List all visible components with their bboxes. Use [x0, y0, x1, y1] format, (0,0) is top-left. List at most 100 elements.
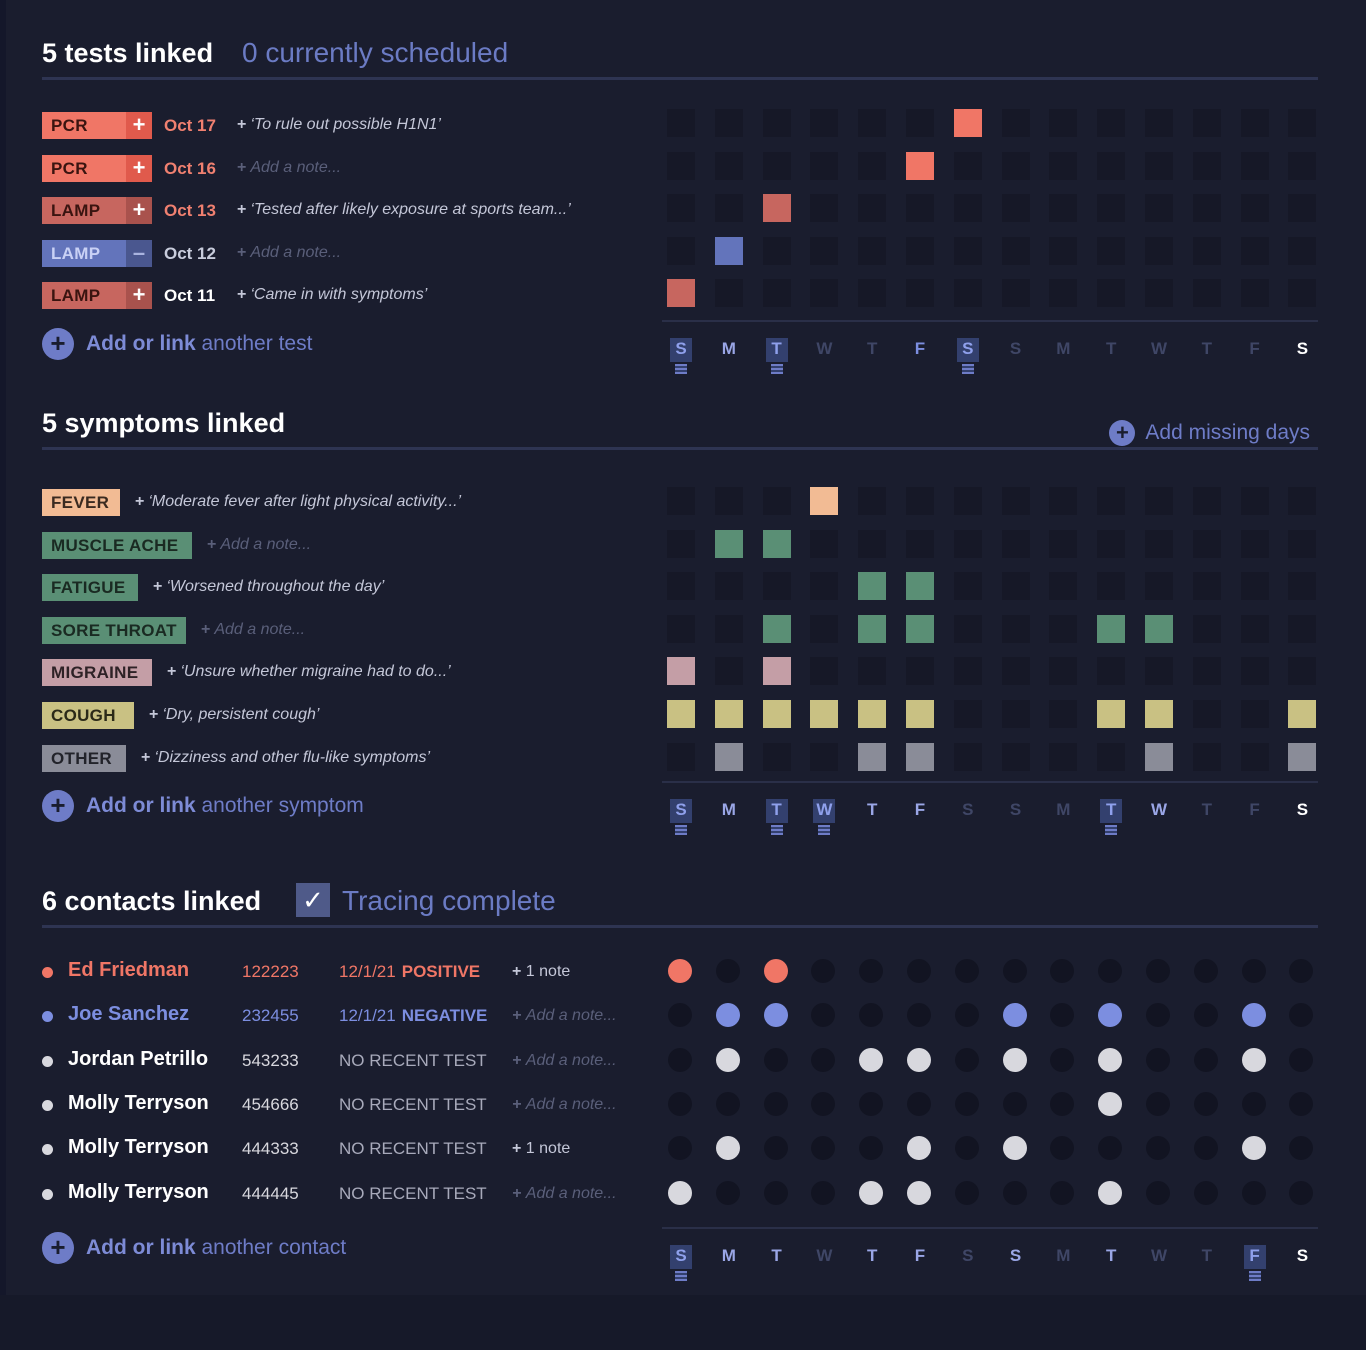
- day-label[interactable]: S: [1009, 800, 1022, 819]
- day-cell[interactable]: [1145, 614, 1173, 643]
- day-cell[interactable]: [1097, 194, 1126, 222]
- day-cell[interactable]: [714, 700, 743, 728]
- contact-day-dot[interactable]: [811, 1136, 836, 1161]
- test-row[interactable]: LAMP – Oct 12 + Add a note...: [42, 238, 662, 268]
- day-cell[interactable]: [1288, 742, 1317, 771]
- contact-day-dot[interactable]: [1146, 1003, 1170, 1028]
- day-cell[interactable]: [1240, 742, 1269, 771]
- day-label[interactable]: S: [956, 338, 979, 374]
- day-cell[interactable]: [1288, 279, 1317, 307]
- day-cell[interactable]: [906, 194, 934, 222]
- contact-day-dot[interactable]: [907, 959, 931, 983]
- day-cell[interactable]: [810, 614, 839, 643]
- day-cell[interactable]: [810, 109, 839, 137]
- day-cell[interactable]: [1240, 279, 1269, 307]
- contact-day-dot[interactable]: [763, 1180, 788, 1205]
- day-cell[interactable]: [1192, 529, 1221, 558]
- day-cell[interactable]: [953, 657, 982, 686]
- day-cell[interactable]: [858, 529, 887, 558]
- day-cell[interactable]: [714, 279, 743, 307]
- symptom-tag[interactable]: COUGH: [42, 702, 134, 729]
- contact-day-dot[interactable]: [1002, 1003, 1027, 1028]
- test-type-tag[interactable]: PCR: [42, 154, 126, 182]
- day-cell[interactable]: [906, 109, 934, 137]
- contact-row[interactable]: Jordan Petrillo 543233 NO RECENT TEST + Add…: [42, 1046, 662, 1076]
- day-cell[interactable]: [1240, 109, 1269, 137]
- day-label[interactable]: T: [1201, 339, 1212, 358]
- day-label[interactable]: T: [1100, 799, 1123, 835]
- day-cell[interactable]: [1001, 109, 1030, 137]
- day-cell[interactable]: [1001, 572, 1030, 601]
- day-cell[interactable]: [1192, 151, 1221, 180]
- contact-note[interactable]: + Add a note...: [512, 1052, 617, 1070]
- day-label[interactable]: F: [1249, 339, 1260, 358]
- day-cell[interactable]: [1145, 487, 1173, 515]
- contact-name[interactable]: Molly Terryson: [68, 1136, 209, 1159]
- day-label[interactable]: W: [813, 799, 836, 835]
- contact-day-dot[interactable]: [1289, 1136, 1314, 1161]
- day-cell[interactable]: [953, 109, 982, 137]
- day-cell[interactable]: [953, 236, 982, 265]
- day-cell[interactable]: [714, 572, 743, 601]
- day-cell[interactable]: [906, 572, 934, 601]
- day-cell[interactable]: [1145, 194, 1173, 222]
- day-cell[interactable]: [1001, 236, 1030, 265]
- contact-day-dot[interactable]: [907, 1003, 931, 1028]
- contact-day-dot[interactable]: [1241, 959, 1266, 983]
- day-cell[interactable]: [1240, 572, 1269, 601]
- contact-day-dot[interactable]: [763, 1136, 788, 1161]
- day-cell[interactable]: [1001, 657, 1030, 686]
- contact-row[interactable]: Ed Friedman 122223 12/1/21 POSITIVE + 1 note: [42, 957, 662, 987]
- day-cell[interactable]: [667, 742, 695, 771]
- day-label[interactable]: W: [1150, 339, 1168, 358]
- contact-day-dot[interactable]: [1241, 1180, 1266, 1205]
- contact-day-dot[interactable]: [1002, 1047, 1027, 1072]
- contact-day-dot[interactable]: [859, 1091, 884, 1116]
- day-cell[interactable]: [953, 151, 982, 180]
- contact-day-dot[interactable]: [859, 959, 884, 983]
- day-cell[interactable]: [1097, 151, 1126, 180]
- day-cell[interactable]: [1049, 742, 1078, 771]
- contact-name[interactable]: Joe Sanchez: [68, 1003, 190, 1026]
- day-cell[interactable]: [714, 194, 743, 222]
- test-type-tag[interactable]: PCR: [42, 112, 126, 139]
- test-note[interactable]: + ‘Tested after likely exposure at sports…: [237, 201, 571, 219]
- symptom-note[interactable]: + Add a note...: [201, 621, 305, 639]
- contact-day-dot[interactable]: [1193, 1180, 1218, 1205]
- contact-row[interactable]: Molly Terryson 444445 NO RECENT TEST + Add …: [42, 1179, 662, 1209]
- day-cell[interactable]: [714, 109, 743, 137]
- day-cell[interactable]: [762, 109, 791, 137]
- day-label[interactable]: T: [771, 1246, 782, 1265]
- day-cell[interactable]: [810, 657, 839, 686]
- day-label[interactable]: M: [1056, 339, 1071, 358]
- day-cell[interactable]: [667, 487, 695, 515]
- day-cell[interactable]: [1145, 279, 1173, 307]
- day-cell[interactable]: [1192, 487, 1221, 515]
- contact-note[interactable]: + Add a note...: [512, 1007, 617, 1025]
- day-cell[interactable]: [1240, 657, 1269, 686]
- test-note[interactable]: + Add a note...: [237, 159, 341, 177]
- day-cell[interactable]: [762, 614, 791, 643]
- day-cell[interactable]: [1097, 657, 1126, 686]
- day-cell[interactable]: [858, 700, 887, 728]
- contact-day-dot[interactable]: [907, 1136, 931, 1161]
- day-cell[interactable]: [667, 151, 695, 180]
- day-cell[interactable]: [714, 614, 743, 643]
- day-label[interactable]: S: [670, 1245, 692, 1281]
- contact-day-dot[interactable]: [1193, 1003, 1218, 1028]
- contact-day-dot[interactable]: [1193, 1136, 1218, 1161]
- contact-day-dot[interactable]: [1098, 1180, 1123, 1205]
- day-cell[interactable]: [906, 657, 934, 686]
- day-cell[interactable]: [810, 236, 839, 265]
- day-label[interactable]: T: [1105, 1246, 1117, 1265]
- day-cell[interactable]: [1097, 700, 1126, 728]
- contact-day-dot[interactable]: [907, 1091, 931, 1116]
- day-cell[interactable]: [667, 109, 695, 137]
- contact-day-dot[interactable]: [1050, 959, 1075, 983]
- day-cell[interactable]: [667, 700, 695, 728]
- contact-name[interactable]: Molly Terryson: [68, 1180, 209, 1203]
- day-label[interactable]: M: [721, 800, 736, 819]
- contact-note[interactable]: + 1 note: [512, 1140, 570, 1158]
- day-label[interactable]: M: [721, 339, 736, 358]
- day-label[interactable]: T: [866, 339, 878, 358]
